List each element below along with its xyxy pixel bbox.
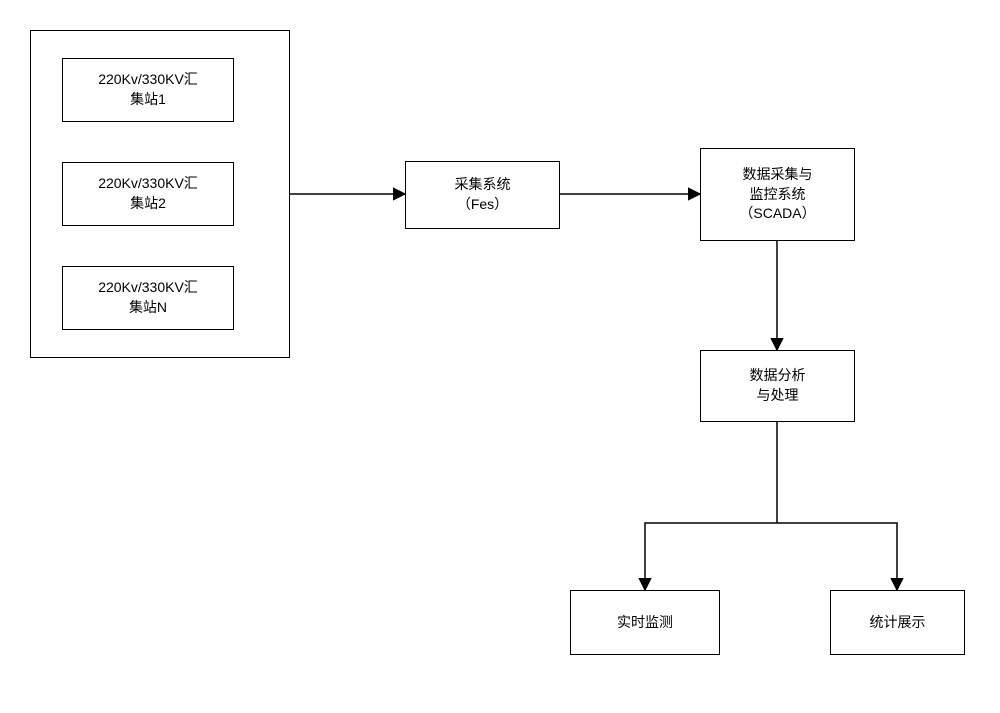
node-label: 220Kv/330KV汇 集站2 [98,174,198,213]
node-label: 数据分析 与处理 [750,366,806,405]
node-monitor: 实时监测 [570,590,720,655]
node-label: 数据采集与 监控系统 （SCADA） [739,165,815,224]
node-label: 统计展示 [870,613,926,633]
node-label: 220Kv/330KV汇 集站1 [98,70,198,109]
node-stats: 统计展示 [830,590,965,655]
node-station-1: 220Kv/330KV汇 集站1 [62,58,234,122]
node-fes: 采集系统 （Fes） [405,161,560,229]
node-station-2: 220Kv/330KV汇 集站2 [62,162,234,226]
node-scada: 数据采集与 监控系统 （SCADA） [700,148,855,241]
node-station-n: 220Kv/330KV汇 集站N [62,266,234,330]
node-label: 实时监测 [617,613,673,633]
node-label: 220Kv/330KV汇 集站N [98,278,198,317]
node-analysis: 数据分析 与处理 [700,350,855,422]
node-label: 采集系统 （Fes） [455,175,511,214]
